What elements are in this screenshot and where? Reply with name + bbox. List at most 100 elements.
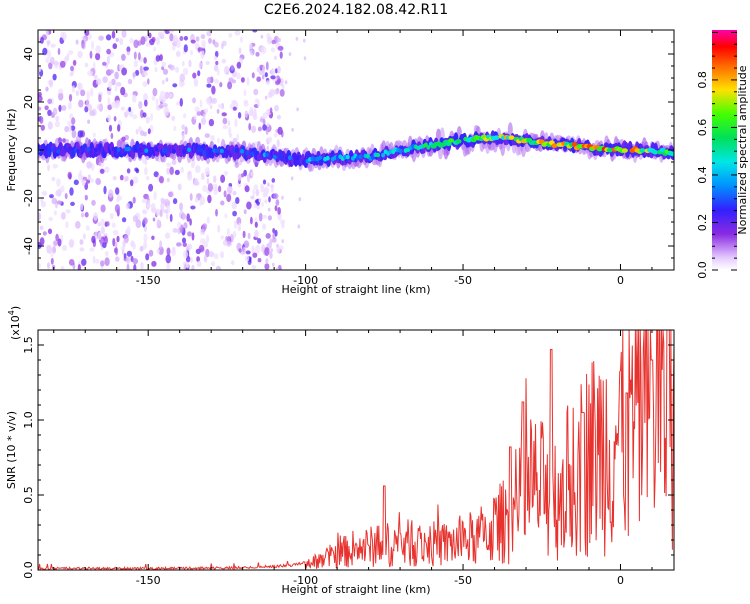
- noise-blob: [199, 99, 203, 108]
- noise-blob: [152, 217, 156, 222]
- x-tick-label: -150: [136, 274, 161, 287]
- noise-blob: [255, 189, 260, 197]
- noise-blob: [288, 52, 292, 57]
- ridge-core: [240, 149, 244, 154]
- noise-blob: [47, 121, 53, 130]
- noise-blob: [258, 212, 263, 222]
- noise-blob: [108, 124, 113, 132]
- noise-blob: [108, 189, 114, 198]
- noise-blob: [71, 85, 75, 93]
- noise-blob: [262, 179, 267, 185]
- noise-blob: [265, 127, 269, 136]
- noise-blob: [147, 78, 150, 85]
- noise-blob: [208, 118, 215, 127]
- noise-blob: [119, 174, 124, 181]
- noise-blob: [115, 37, 120, 42]
- ridge-core: [606, 147, 613, 153]
- snr-frame: [37, 329, 675, 571]
- noise-blob: [226, 193, 232, 203]
- noise-blob: [177, 183, 182, 191]
- noise-blob: [58, 104, 62, 112]
- noise-blob: [95, 78, 102, 86]
- noise-blob: [250, 216, 253, 225]
- noise-blob: [274, 229, 278, 237]
- noise-blob: [151, 95, 156, 101]
- noise-blob: [90, 40, 95, 50]
- noise-blob: [256, 76, 262, 82]
- noise-blob: [238, 222, 241, 231]
- noise-blob: [120, 86, 126, 96]
- noise-blob: [127, 78, 133, 85]
- noise-blob: [135, 168, 140, 174]
- noise-blob: [103, 185, 107, 195]
- noise-blob: [200, 50, 205, 59]
- noise-blob: [258, 198, 262, 203]
- noise-blob: [114, 71, 119, 80]
- noise-blob: [244, 185, 250, 193]
- noise-blob: [116, 235, 120, 243]
- noise-blob: [141, 156, 147, 164]
- noise-blob: [77, 130, 84, 138]
- noise-blob: [270, 75, 276, 80]
- noise-blob: [262, 223, 267, 230]
- noise-blob: [48, 216, 54, 222]
- noise-blob: [272, 262, 275, 267]
- noise-blob: [265, 80, 271, 85]
- noise-blob: [126, 263, 130, 270]
- noise-blob: [126, 46, 131, 53]
- noise-blob: [281, 239, 285, 244]
- noise-blob: [151, 235, 155, 240]
- noise-blob: [107, 104, 113, 111]
- noise-blob: [93, 212, 98, 221]
- noise-blob: [171, 115, 176, 122]
- noise-blob: [79, 247, 85, 252]
- noise-blob: [258, 70, 263, 75]
- noise-blob: [155, 36, 160, 46]
- colorbar-tick-label: 0.6: [696, 119, 709, 137]
- noise-blob: [281, 84, 285, 90]
- noise-blob: [57, 47, 61, 56]
- noise-blob: [171, 159, 177, 165]
- noise-blob: [206, 234, 210, 243]
- noise-blob: [240, 36, 243, 43]
- noise-blob: [212, 183, 217, 191]
- y-tick-label: 0: [22, 147, 35, 154]
- snr-panel: -150 -100 -50 0 0.0 0.5 1.0 1.5 Height of stra…: [5, 306, 675, 596]
- noise-blob: [267, 182, 270, 187]
- noise-blob: [206, 178, 210, 185]
- noise-blob: [147, 128, 151, 135]
- noise-blob: [107, 97, 111, 106]
- snr-y-axis: 0.0 0.5 1.0 1.5: [22, 329, 674, 579]
- ridge-core: [68, 146, 73, 151]
- noise-blob: [262, 69, 265, 74]
- noise-blob: [95, 52, 101, 61]
- noise-blob: [189, 218, 192, 226]
- noise-blob: [215, 208, 218, 217]
- noise-blob: [246, 201, 252, 210]
- noise-blob: [90, 87, 94, 97]
- noise-blob: [87, 174, 91, 181]
- noise-blob: [303, 56, 307, 61]
- x-tick-label: -50: [454, 274, 472, 287]
- noise-blob: [68, 124, 72, 133]
- spectrogram-panel: -150 -100 -50 0 -40 -20 0 20 40 Height of strai…: [5, 29, 675, 296]
- noise-blob: [244, 255, 250, 262]
- noise-blob: [129, 37, 134, 44]
- noise-blob: [252, 30, 258, 33]
- noise-blob: [89, 50, 93, 59]
- noise-blob: [150, 203, 156, 212]
- noise-blob: [166, 167, 171, 175]
- noise-blob: [295, 36, 299, 41]
- noise-blob: [90, 178, 94, 183]
- noise-blob: [279, 51, 283, 59]
- noise-blob: [197, 70, 201, 77]
- noise-blob: [179, 97, 183, 107]
- ridge-core: [571, 142, 578, 147]
- noise-blob: [271, 39, 276, 45]
- noise-blob: [81, 258, 87, 266]
- noise-blob: [275, 199, 280, 206]
- noise-blob: [240, 173, 245, 178]
- noise-blob: [267, 36, 272, 45]
- noise-blob: [203, 241, 209, 248]
